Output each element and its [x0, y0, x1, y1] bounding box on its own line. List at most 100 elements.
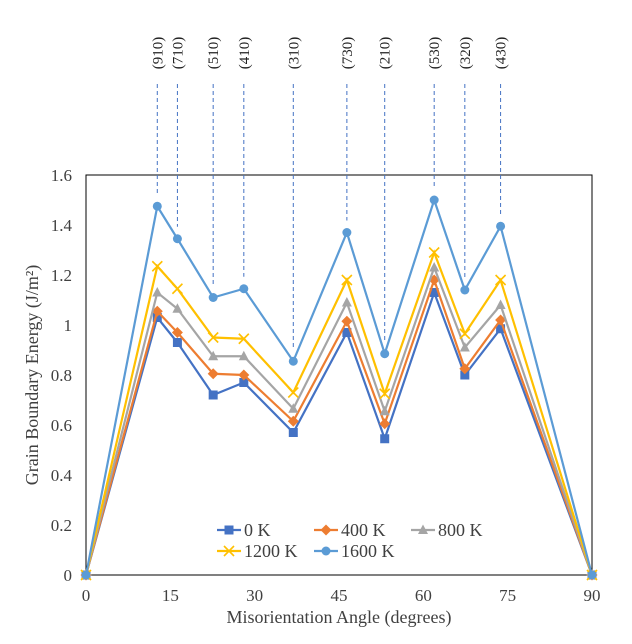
data-point-x — [287, 386, 299, 399]
annotation-label: (710) — [170, 37, 186, 70]
plot-area-frame — [85, 174, 593, 576]
data-point-circle — [342, 228, 352, 237]
series-line — [84, 264, 594, 576]
data-point-square — [496, 324, 506, 334]
data-point-square — [224, 525, 234, 535]
legend-label: 1200 K — [244, 541, 298, 561]
y-tick-label: 0.8 — [51, 366, 72, 385]
data-point-x — [171, 283, 183, 295]
data-point-square — [429, 288, 439, 297]
legend-entry: 0 K — [217, 520, 271, 540]
series-0 — [81, 288, 597, 580]
data-point-circle — [321, 546, 331, 556]
data-point-triangle — [208, 350, 219, 361]
data-point-x — [223, 545, 235, 557]
data-point-diamond — [151, 305, 163, 317]
data-point-x — [341, 274, 353, 286]
annotation-label: (530) — [427, 37, 443, 70]
data-point-square — [208, 390, 218, 400]
data-point-circle — [239, 284, 249, 294]
data-point-triangle — [495, 299, 506, 309]
data-point-triangle — [429, 262, 440, 272]
legend-label: 0 K — [244, 520, 271, 540]
data-point-circle — [172, 234, 182, 244]
data-point-circle — [496, 221, 506, 231]
data-point-x — [238, 333, 250, 345]
data-point-square — [239, 378, 249, 387]
annotation-label: (210) — [378, 37, 394, 70]
data-point-triangle — [418, 524, 428, 534]
y-tick-label: 0.6 — [51, 416, 72, 435]
x-tick-label: 45 — [331, 586, 348, 605]
data-point-diamond — [459, 363, 471, 375]
data-point-circle — [380, 349, 390, 359]
legend-entry: 1600 K — [314, 541, 395, 561]
data-point-x — [207, 331, 219, 344]
annotation-label: (730) — [340, 37, 356, 70]
data-point-diamond — [495, 314, 507, 326]
series-2 — [81, 262, 597, 579]
annotation-label: (310) — [286, 37, 302, 70]
annotation-label: (910) — [150, 37, 166, 70]
series-line — [84, 249, 594, 576]
y-tick-label: 1.2 — [51, 266, 72, 285]
data-point-diamond — [287, 415, 299, 427]
y-tick-label: 0.4 — [51, 466, 73, 485]
data-point-circle — [429, 195, 439, 205]
legend-label: 1600 K — [341, 541, 395, 561]
data-point-x — [495, 274, 507, 286]
data-point-circle — [587, 570, 597, 580]
annotation-layer: (910) (710) (510) (410) (310) (730) (210) (530)… — [150, 37, 510, 350]
legend-label: 400 K — [341, 520, 386, 540]
y-tick-labels: 0 0.2 0.4 0.6 0.8 1 1.2 1.4 1.6 — [51, 166, 73, 585]
series-line — [84, 276, 594, 576]
data-point-diamond — [171, 327, 183, 338]
legend: 0 K 400 K 800 K 1200 K 1600 K — [217, 520, 483, 561]
y-tick-label: 1.6 — [51, 166, 72, 185]
data-point-triangle — [341, 297, 352, 307]
annotation-label: (430) — [494, 37, 510, 70]
annotation-label: (510) — [206, 37, 222, 70]
data-point-x — [428, 246, 440, 259]
x-tick-label: 75 — [499, 586, 516, 605]
data-point-diamond — [207, 368, 219, 380]
data-point-diamond — [238, 369, 250, 381]
series-4 — [81, 195, 597, 580]
data-point-triangle — [238, 350, 249, 361]
y-tick-label: 1.4 — [51, 216, 73, 235]
legend-entry: 1200 K — [217, 541, 298, 561]
legend-entry: 800 K — [411, 520, 483, 540]
data-point-circle — [152, 201, 162, 211]
series-layer — [80, 195, 598, 581]
data-point-circle — [288, 356, 298, 366]
series-3 — [80, 246, 598, 581]
data-point-square — [342, 328, 352, 337]
data-point-diamond — [341, 315, 353, 327]
data-point-diamond — [379, 418, 391, 430]
series-line — [84, 196, 594, 576]
data-point-diamond — [320, 524, 332, 536]
data-point-x — [151, 260, 163, 272]
data-point-triangle — [152, 287, 163, 297]
data-point-x — [379, 388, 391, 400]
data-point-square — [288, 428, 298, 437]
data-point-triangle — [459, 342, 470, 352]
data-point-triangle — [379, 405, 390, 416]
data-point-square — [172, 338, 182, 347]
x-tick-label: 90 — [584, 586, 601, 605]
legend-entry: 400 K — [314, 520, 386, 540]
x-tick-labels: 0 15 30 45 60 75 90 — [82, 586, 601, 605]
x-tick-label: 60 — [415, 586, 432, 605]
data-point-square — [460, 370, 470, 380]
y-tick-label: 0 — [64, 566, 73, 585]
data-point-square — [380, 434, 390, 444]
data-point-circle — [81, 570, 91, 580]
data-point-circle — [208, 293, 218, 302]
data-point-triangle — [288, 403, 299, 413]
data-point-circle — [460, 285, 470, 295]
data-point-x — [459, 328, 471, 340]
annotation-label: (410) — [237, 37, 253, 70]
data-point-square — [152, 313, 162, 322]
data-point-triangle — [172, 303, 183, 313]
